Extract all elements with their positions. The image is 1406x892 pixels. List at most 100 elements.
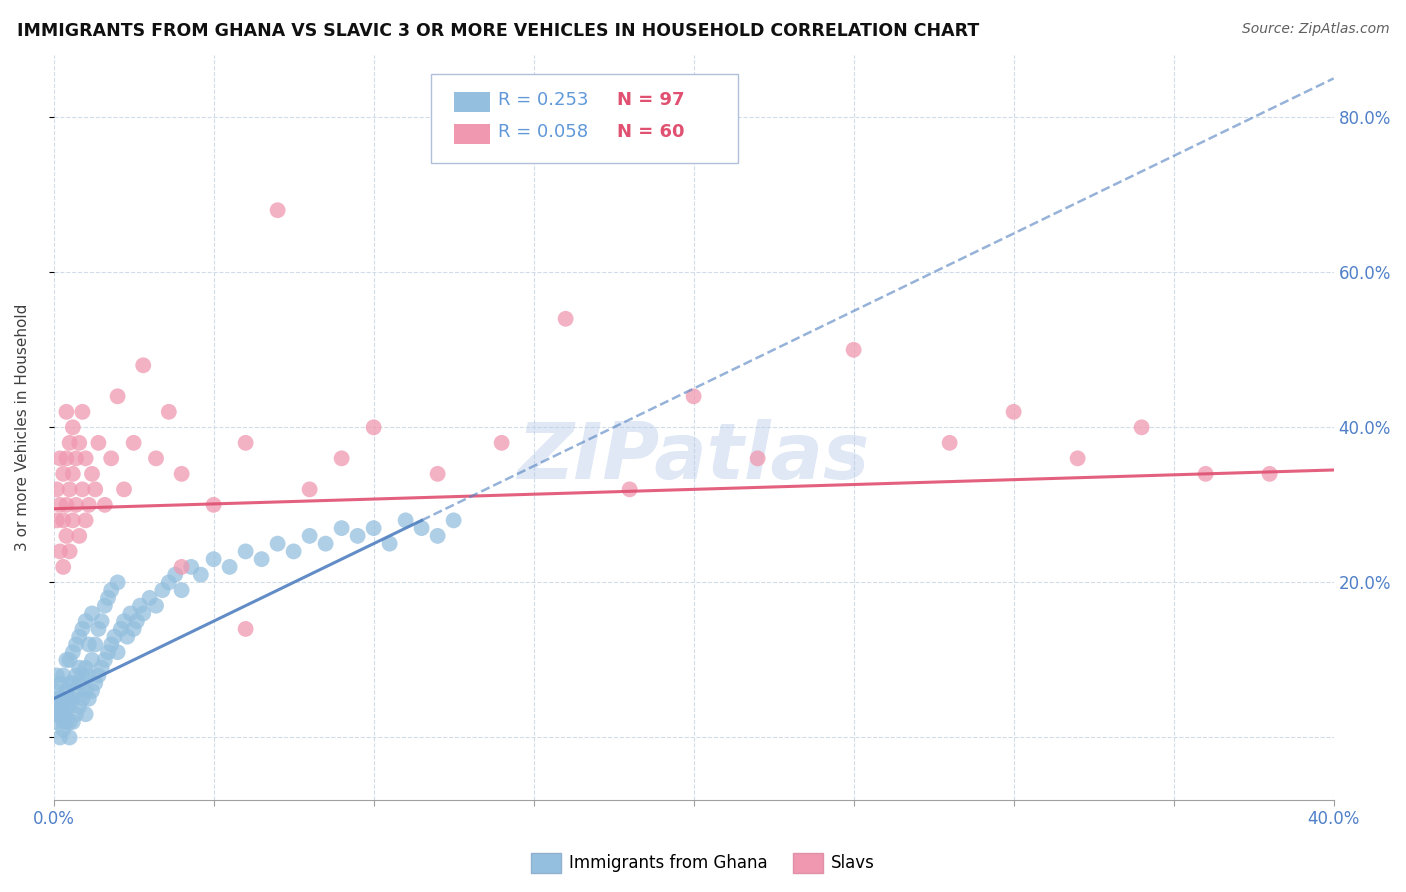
Point bbox=[51, 699, 73, 714]
Point bbox=[84, 676, 107, 690]
Point bbox=[45, 699, 67, 714]
Point bbox=[75, 661, 97, 675]
Point bbox=[75, 513, 97, 527]
Point bbox=[157, 405, 180, 419]
Point bbox=[45, 668, 67, 682]
Point bbox=[80, 607, 103, 621]
Point bbox=[107, 645, 129, 659]
FancyBboxPatch shape bbox=[454, 92, 491, 112]
Point bbox=[103, 630, 125, 644]
Point bbox=[330, 521, 353, 535]
Point bbox=[67, 529, 90, 543]
Point bbox=[100, 451, 122, 466]
Text: ZIPatlas: ZIPatlas bbox=[517, 419, 870, 495]
Point bbox=[100, 637, 122, 651]
Legend: Immigrants from Ghana, Slavs: Immigrants from Ghana, Slavs bbox=[524, 847, 882, 880]
Point bbox=[49, 707, 72, 722]
Point bbox=[52, 513, 75, 527]
Point bbox=[190, 567, 212, 582]
Point bbox=[62, 676, 84, 690]
Point bbox=[62, 467, 84, 481]
Point bbox=[75, 614, 97, 628]
Point bbox=[77, 668, 100, 682]
Point bbox=[298, 529, 321, 543]
Point bbox=[52, 467, 75, 481]
Point bbox=[554, 311, 576, 326]
Point bbox=[67, 661, 90, 675]
Point bbox=[938, 435, 960, 450]
Point bbox=[67, 435, 90, 450]
Point bbox=[59, 731, 82, 745]
Point bbox=[55, 684, 77, 698]
Point bbox=[491, 435, 513, 450]
Point bbox=[235, 622, 257, 636]
Point bbox=[107, 389, 129, 403]
Point bbox=[77, 691, 100, 706]
Point bbox=[77, 637, 100, 651]
Point bbox=[87, 668, 110, 682]
Point bbox=[59, 676, 82, 690]
Point bbox=[80, 467, 103, 481]
Point bbox=[49, 731, 72, 745]
Point bbox=[56, 691, 79, 706]
Point bbox=[682, 389, 704, 403]
Point bbox=[55, 498, 77, 512]
Point bbox=[59, 714, 82, 729]
Point bbox=[62, 691, 84, 706]
Point bbox=[55, 405, 77, 419]
Point bbox=[72, 622, 94, 636]
Point bbox=[72, 668, 94, 682]
Point bbox=[1194, 467, 1216, 481]
Point bbox=[87, 622, 110, 636]
Point bbox=[132, 607, 155, 621]
Point bbox=[53, 707, 76, 722]
Point bbox=[107, 575, 129, 590]
Point bbox=[59, 699, 82, 714]
Text: N = 60: N = 60 bbox=[617, 123, 685, 141]
Point bbox=[315, 536, 337, 550]
Point bbox=[115, 630, 138, 644]
Point bbox=[747, 451, 769, 466]
Point bbox=[202, 552, 225, 566]
Point bbox=[250, 552, 273, 566]
Point bbox=[152, 583, 174, 598]
Text: R = 0.058: R = 0.058 bbox=[498, 123, 588, 141]
Point bbox=[120, 607, 142, 621]
Point bbox=[112, 483, 135, 497]
Point bbox=[94, 498, 117, 512]
Point bbox=[55, 653, 77, 667]
Point bbox=[75, 684, 97, 698]
Point bbox=[65, 637, 87, 651]
Point bbox=[45, 513, 67, 527]
Point bbox=[112, 614, 135, 628]
Point bbox=[49, 676, 72, 690]
Point bbox=[266, 203, 288, 218]
Point bbox=[65, 498, 87, 512]
Point bbox=[218, 560, 240, 574]
Point bbox=[202, 498, 225, 512]
Point bbox=[90, 614, 112, 628]
Point bbox=[94, 653, 117, 667]
Point bbox=[1066, 451, 1088, 466]
Text: IMMIGRANTS FROM GHANA VS SLAVIC 3 OR MORE VEHICLES IN HOUSEHOLD CORRELATION CHAR: IMMIGRANTS FROM GHANA VS SLAVIC 3 OR MOR… bbox=[17, 22, 979, 40]
Point bbox=[49, 544, 72, 558]
Point bbox=[298, 483, 321, 497]
Point bbox=[55, 714, 77, 729]
Point bbox=[90, 661, 112, 675]
Point bbox=[55, 529, 77, 543]
Point bbox=[122, 435, 145, 450]
Point bbox=[97, 591, 120, 605]
Point bbox=[77, 498, 100, 512]
Point bbox=[44, 714, 66, 729]
Point bbox=[1258, 467, 1281, 481]
Point bbox=[97, 645, 120, 659]
Point bbox=[62, 420, 84, 434]
Point bbox=[84, 637, 107, 651]
Point bbox=[72, 691, 94, 706]
Point bbox=[266, 536, 288, 550]
Point bbox=[125, 614, 148, 628]
Point bbox=[65, 451, 87, 466]
Point bbox=[129, 599, 152, 613]
Point bbox=[67, 676, 90, 690]
Point bbox=[157, 575, 180, 590]
